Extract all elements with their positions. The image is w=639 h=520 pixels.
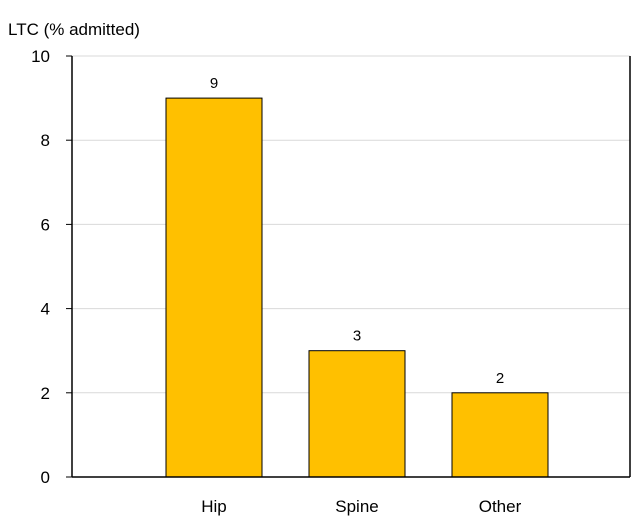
x-tick-label-hip: Hip — [201, 497, 227, 516]
y-tick-label: 2 — [41, 384, 50, 403]
data-label-hip: 9 — [210, 75, 218, 92]
y-axis-title: LTC (% admitted) — [8, 20, 140, 39]
y-tick-label: 8 — [41, 131, 50, 150]
x-tick-label-other: Other — [479, 497, 522, 516]
bar-other — [451, 392, 549, 478]
y-tick-label: 10 — [31, 47, 50, 66]
bar-hip — [165, 97, 263, 478]
data-label-spine: 3 — [353, 328, 361, 345]
x-tick-labels: Hip Spine Other — [201, 497, 521, 516]
bars — [165, 97, 549, 478]
bar-spine — [308, 350, 406, 478]
x-tick-label-spine: Spine — [335, 497, 378, 516]
y-tick-label: 0 — [41, 468, 50, 487]
gridlines — [72, 55, 630, 394]
y-tick-label: 6 — [41, 215, 50, 234]
axes — [66, 55, 631, 478]
y-tick-labels: 0 2 4 6 8 10 — [31, 47, 50, 487]
data-label-other: 2 — [496, 370, 504, 387]
y-tick-label: 4 — [41, 300, 50, 319]
data-labels: 9 3 2 — [210, 75, 504, 387]
